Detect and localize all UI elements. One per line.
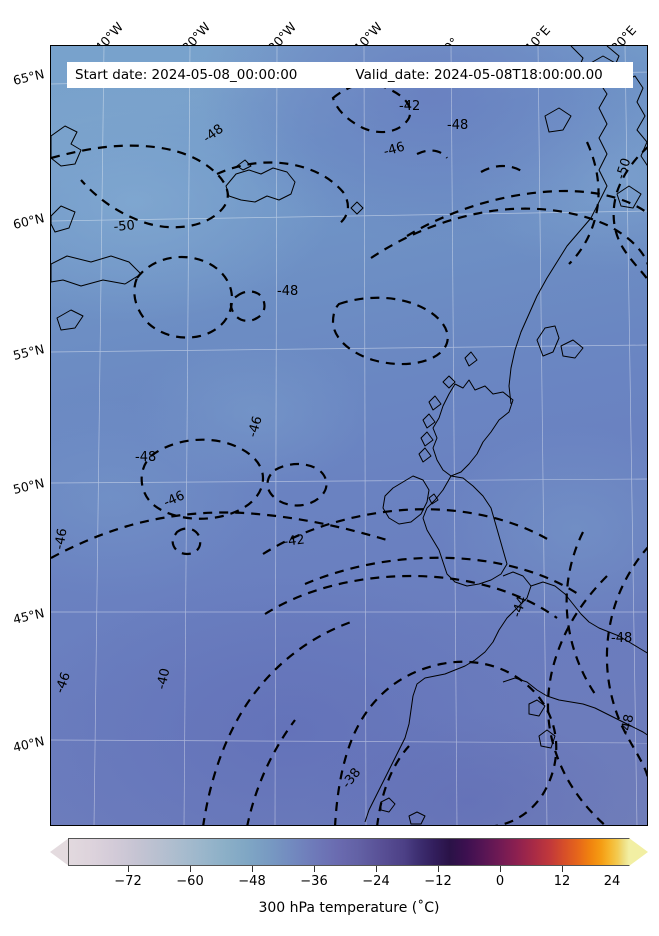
colorbar-extend-min-arrow — [50, 838, 69, 866]
colorbar-tick-4 — [376, 866, 377, 872]
lat-tick-label-40n: 40°N — [11, 733, 46, 755]
temperature-contour-lines — [51, 82, 647, 825]
contour-label-46-midl: -46 — [162, 488, 187, 510]
contour-label-50-ne: -50 — [614, 156, 635, 181]
colorbar-label-minus48: −48 — [238, 874, 266, 889]
colorbar-tick-3 — [314, 866, 315, 872]
contour-label-50-w: -50 — [113, 218, 135, 235]
contour-label-46-sw: -46 — [53, 670, 74, 695]
colorbar-tick-7 — [562, 866, 563, 872]
contour-label-46-midc: -46 — [245, 415, 265, 440]
lat-tick-label-55n: 55°N — [11, 341, 46, 363]
colorbar-tick-0 — [128, 866, 129, 872]
graticule-lines — [51, 46, 647, 825]
contour-label-48-se: -48 — [618, 713, 637, 737]
contour-label-42-mid: -42 — [283, 532, 306, 549]
contour-label-48-midw: -48 — [277, 284, 298, 299]
lat-tick-label-50n: 50°N — [11, 475, 46, 497]
map-geometry-layer: -42 -48 -46 -48 -50 -50 -48 -46 -48 -46 … — [51, 46, 647, 825]
colorbar[interactable]: −72 −60 −48 −36 −24 −12 0 12 24 300 hPa … — [50, 836, 648, 916]
colorbar-label-24: 24 — [603, 874, 621, 889]
valid-date-text: Valid_date: 2024-05-08T18:00:00.00 — [355, 67, 603, 83]
colorbar-gradient[interactable] — [68, 838, 630, 866]
date-banner: Start date: 2024-05-08_00:00:00 Valid_da… — [67, 62, 633, 88]
lat-tick-label-60n: 60°N — [11, 210, 46, 232]
contour-label-48-e: -48 — [611, 631, 632, 646]
colorbar-label-zero: 0 — [495, 874, 505, 889]
coastline-paths — [51, 46, 647, 825]
contour-label-48-nc: -48 — [447, 118, 468, 133]
contour-label-46-n: -46 — [382, 140, 407, 160]
colorbar-tick-2 — [252, 866, 253, 872]
map-plot-area[interactable]: -42 -48 -46 -48 -50 -50 -48 -46 -48 -46 … — [50, 45, 648, 826]
colorbar-label-minus12: −12 — [424, 874, 452, 889]
contour-label-48-midl: -48 — [135, 450, 156, 465]
colorbar-label-minus60: −60 — [176, 874, 204, 889]
contour-label-46-wedge: -46 — [52, 527, 70, 551]
colorbar-tick-6 — [500, 866, 501, 872]
start-date-text: Start date: 2024-05-08_00:00:00 — [75, 67, 298, 83]
colorbar-tick-5 — [438, 866, 439, 872]
colorbar-title: 300 hPa temperature (˚C) — [258, 900, 440, 916]
lat-tick-label-65n: 65°N — [11, 66, 46, 88]
colorbar-label-minus72: −72 — [114, 874, 142, 889]
colorbar-label-minus24: −24 — [362, 874, 390, 889]
contour-label-group: -42 -48 -46 -48 -50 -50 -48 -46 -48 -46 … — [52, 99, 637, 791]
contour-label-44-e: -44 — [510, 594, 531, 619]
colorbar-tick-1 — [190, 866, 191, 872]
colorbar-extend-max-arrow — [629, 838, 648, 866]
colorbar-label-minus36: −36 — [300, 874, 328, 889]
contour-label-42-north: -42 — [399, 99, 420, 114]
contour-label-48-nw: -48 — [201, 122, 227, 147]
lat-tick-label-45n: 45°N — [11, 605, 46, 627]
contour-label-38-s: -38 — [339, 765, 364, 791]
contour-label-40-s: -40 — [154, 667, 173, 691]
colorbar-label-12: 12 — [553, 874, 571, 889]
